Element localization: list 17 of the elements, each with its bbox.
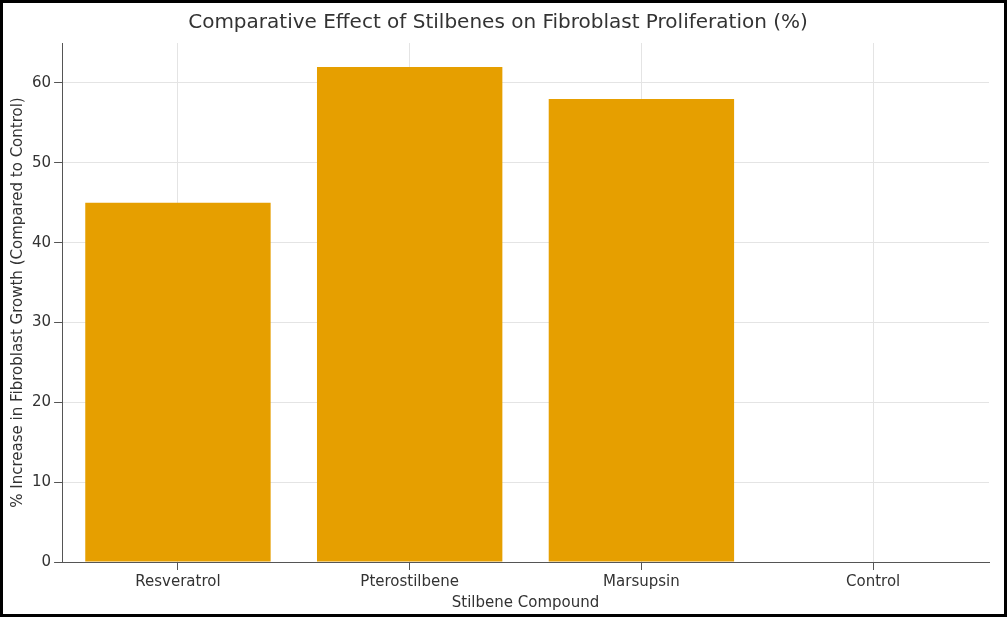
bar bbox=[316, 66, 503, 562]
y-tick-label: 20 bbox=[31, 392, 52, 411]
y-tick-label: 10 bbox=[31, 472, 52, 491]
y-axis-title: % Increase in Fibroblast Growth (Compared to Control) bbox=[7, 97, 26, 508]
y-tick-label: 0 bbox=[41, 551, 52, 570]
bar bbox=[85, 202, 271, 562]
x-tick-label: Pterostilbene bbox=[360, 571, 460, 590]
y-tick-label: 60 bbox=[31, 72, 52, 91]
x-tick-label: Resveratrol bbox=[135, 571, 221, 590]
y-tick-label: 30 bbox=[31, 312, 52, 331]
x-axis-title: Stilbene Compound bbox=[451, 592, 600, 611]
chart-title: Comparative Effect of Stilbenes on Fibroblast Proliferation (%) bbox=[188, 9, 808, 34]
y-tick-label: 50 bbox=[31, 152, 52, 171]
bar bbox=[548, 98, 735, 562]
x-tick-label: Control bbox=[846, 571, 901, 590]
y-tick-label: 40 bbox=[31, 232, 52, 251]
x-tick-label: Marsupsin bbox=[603, 571, 680, 590]
